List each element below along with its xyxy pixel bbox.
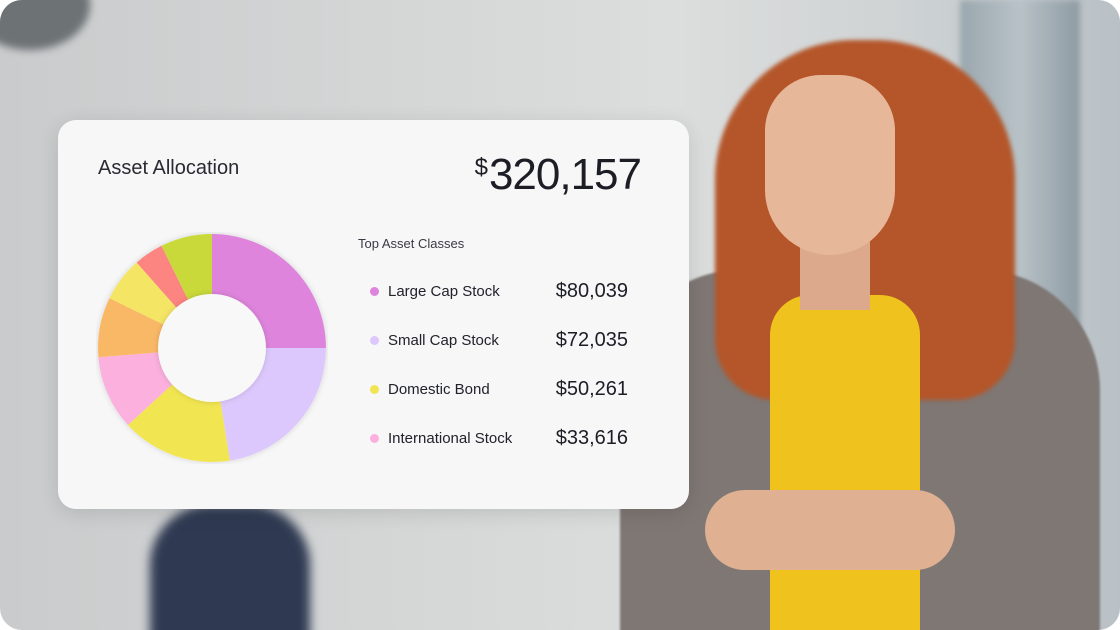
total-value: $320,157 [474,150,642,200]
legend-label: International Stock [388,430,513,447]
legend-item: International Stock $33,616 [370,427,628,450]
background-person [150,505,310,630]
legend-dot-icon [370,287,379,296]
total-amount: 320,157 [488,150,642,199]
legend-dot-icon [370,336,379,345]
legend-item: Large Cap Stock $80,039 [370,280,628,303]
woman-shirt [770,295,920,630]
legend-item: Domestic Bond $50,261 [370,378,628,401]
legend-label: Large Cap Stock [388,283,500,300]
asset-allocation-card: Asset Allocation $320,157 Top Asset Clas… [58,120,689,509]
donut-hole [158,294,266,402]
legend-dot-icon [370,385,379,394]
legend-value: $50,261 [555,378,628,400]
woman-face [765,75,895,255]
legend-label: Small Cap Stock [388,332,499,349]
legend-value: $80,039 [555,280,628,302]
legend-heading: Top Asset Classes [358,236,465,251]
legend-value: $33,616 [555,427,628,449]
legend-value: $72,035 [555,329,628,351]
card-title: Asset Allocation [98,157,240,179]
currency-symbol: $ [474,154,488,181]
legend-item: Small Cap Stock $72,035 [370,329,628,352]
woman-hands [705,490,955,570]
donut-chart [98,234,326,462]
background-lamp [0,0,90,50]
legend-dot-icon [370,434,379,443]
legend-label: Domestic Bond [388,381,490,398]
